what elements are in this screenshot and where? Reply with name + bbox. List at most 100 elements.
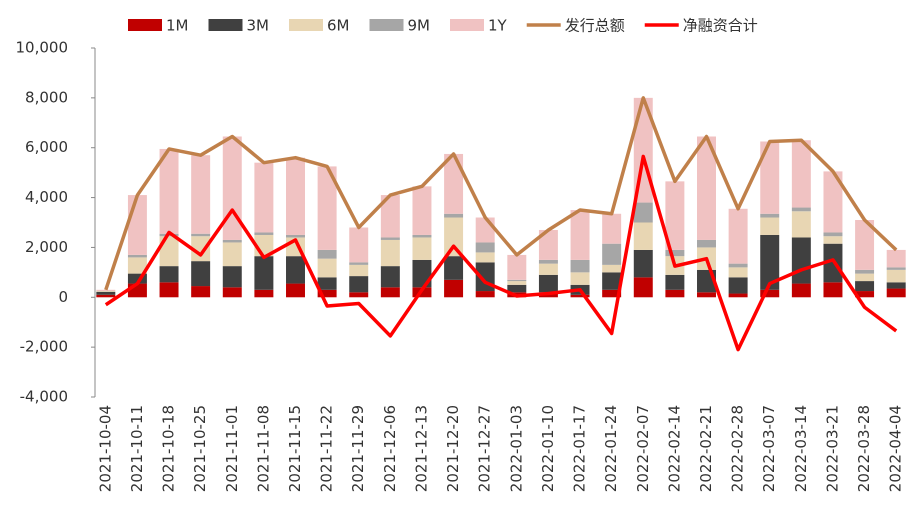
bar-segment	[317, 258, 337, 278]
bar-segment	[823, 236, 843, 244]
bar-segment	[317, 166, 337, 250]
bar-segment	[823, 171, 843, 233]
x-tick-label: 2022-03-14	[792, 405, 810, 492]
bar-segment	[538, 274, 558, 293]
bar-segment	[665, 249, 685, 257]
x-tick-label: 2022-01-10	[539, 405, 557, 492]
bar-segment	[380, 266, 400, 288]
bar-segment	[127, 273, 147, 284]
bar-segment	[728, 293, 748, 298]
x-tick-label: 2022-01-17	[571, 405, 589, 492]
legend-swatch	[289, 19, 323, 31]
bar-segment	[444, 279, 464, 298]
y-tick-label: 4,000	[25, 188, 68, 206]
bar-segment	[570, 294, 590, 298]
x-tick-label: 2022-03-28	[855, 405, 873, 492]
bar-segment	[191, 286, 211, 298]
bar-segment	[697, 136, 716, 240]
bar-segment	[222, 266, 242, 288]
bar-segment	[602, 289, 622, 298]
x-tick-label: 2021-11-22	[318, 405, 336, 492]
x-tick-label: 2021-11-01	[223, 405, 241, 492]
bar-segment	[222, 136, 242, 240]
bar-segment	[191, 155, 211, 234]
bar-segment	[475, 242, 495, 253]
bar-segment	[855, 269, 875, 274]
y-tick-label: -2,000	[20, 338, 68, 356]
bar-segment	[317, 249, 337, 259]
bar-segment	[444, 217, 464, 257]
x-tick-label: 2022-02-14	[665, 405, 683, 492]
legend-label: 1M	[166, 17, 189, 35]
x-tick-label: 2021-11-15	[286, 405, 304, 492]
bar-segment	[96, 291, 116, 292]
legend-swatch	[369, 19, 404, 31]
bar-segment	[254, 162, 274, 233]
bar-segment	[760, 217, 780, 235]
legend-swatch	[128, 19, 162, 31]
bar-segment	[728, 263, 748, 268]
legend-label: 6M	[327, 17, 350, 35]
bar-segment	[349, 276, 369, 293]
bar-segment	[791, 140, 811, 208]
bar-segment	[855, 273, 875, 282]
bar-segment	[286, 234, 305, 238]
bar-segment	[855, 220, 875, 270]
bar-segment	[412, 234, 432, 238]
bar-segment	[570, 272, 590, 285]
bar-segment	[886, 288, 906, 298]
legend-swatch	[450, 19, 484, 31]
bar-segment	[507, 284, 527, 293]
bar-segment	[633, 202, 653, 223]
bar-segment	[412, 237, 432, 260]
bar-segment	[633, 277, 653, 298]
legend-swatch	[208, 19, 243, 31]
x-tick-label: 2021-10-18	[160, 405, 178, 492]
bar-segment	[538, 263, 558, 275]
y-tick-label: 6,000	[25, 138, 68, 156]
bar-segment	[96, 294, 116, 298]
bar-segment	[633, 249, 653, 278]
x-tick-label: 2021-10-11	[128, 405, 146, 492]
x-tick-label: 2022-01-24	[602, 405, 620, 492]
x-tick-label: 2022-04-04	[887, 405, 905, 492]
x-tick-label: 2021-12-20	[444, 405, 462, 492]
bar-segment	[222, 239, 242, 243]
bar-segment	[286, 256, 305, 284]
bar-segment	[538, 259, 558, 264]
bar-segment	[475, 252, 495, 263]
line-series	[104, 96, 898, 291]
bar-segment	[602, 264, 622, 273]
bar-segment	[886, 269, 906, 283]
bar-segment	[286, 157, 305, 235]
bar-segment	[823, 282, 843, 298]
bar-segment	[665, 274, 685, 290]
bar-segment	[791, 207, 811, 212]
bar-segment	[159, 266, 179, 283]
legend-label: 3M	[247, 17, 270, 35]
bar-segment	[665, 181, 685, 250]
bar-segment	[286, 283, 305, 298]
bar-segment	[317, 289, 337, 298]
x-tick-label: 2021-11-08	[254, 405, 272, 492]
bar-segment	[191, 236, 211, 262]
bar-segment	[191, 233, 211, 237]
bar-segment	[886, 282, 906, 289]
x-tick-label: 2022-01-03	[507, 405, 525, 492]
bar-segment	[886, 249, 906, 268]
legend-label: 1Y	[488, 17, 508, 35]
bar-segment	[349, 262, 369, 265]
bar-segment	[665, 289, 685, 298]
legend-label: 发行总额	[565, 17, 625, 35]
bar-segment	[444, 153, 464, 214]
bar-segment	[380, 239, 400, 267]
line-series	[104, 154, 898, 352]
bar-segment	[127, 254, 147, 258]
bar-segment	[507, 281, 527, 285]
bar-segment	[159, 236, 179, 267]
bar-segment	[570, 259, 590, 273]
legend-label: 9M	[408, 17, 431, 35]
bar-segment	[728, 208, 748, 264]
bar-segment	[96, 289, 116, 292]
